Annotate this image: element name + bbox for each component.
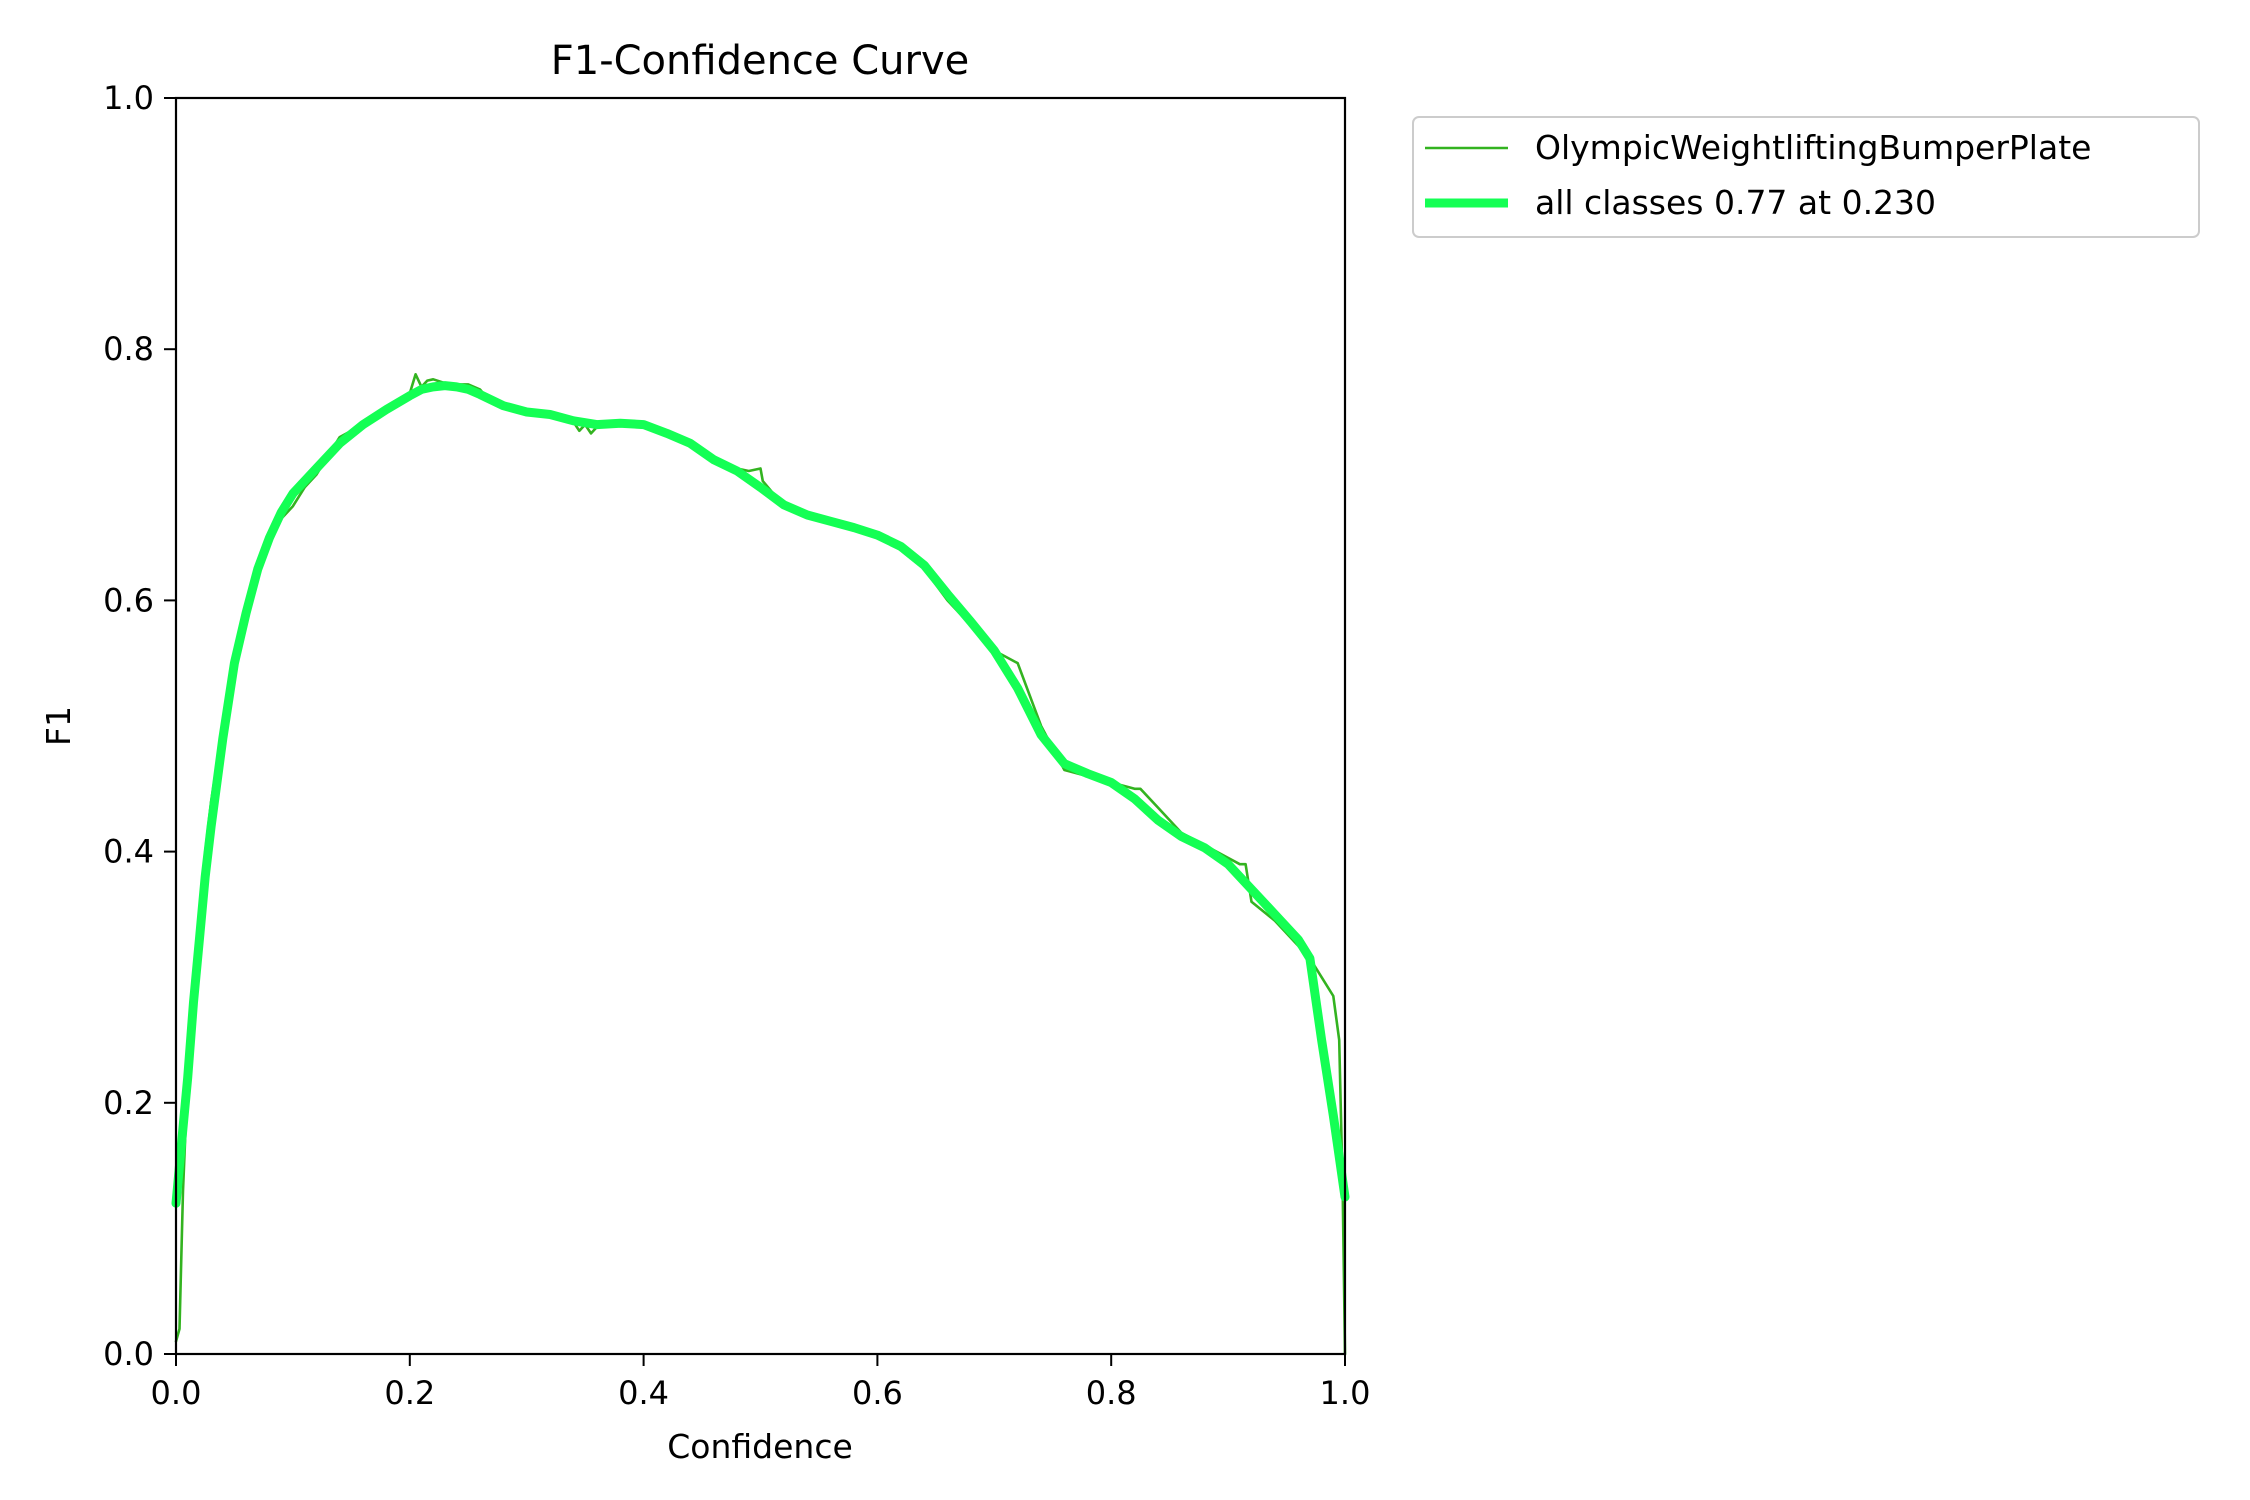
x-tick-label: 0.4 <box>618 1374 669 1412</box>
chart-title: F1-Confidence Curve <box>551 38 970 84</box>
y-tick-label: 0.8 <box>103 330 154 368</box>
plot-frame <box>174 96 1347 1356</box>
y-tick-label: 0.2 <box>103 1084 154 1122</box>
legend-frame <box>1412 116 2200 238</box>
legend-label-olympic: OlympicWeightliftingBumperPlate <box>1535 128 2091 167</box>
x-tick-label: 1.0 <box>1320 1374 1371 1412</box>
series-line-1 <box>171 381 1350 1208</box>
y-axis-title: F1 <box>39 706 78 746</box>
y-tick-label: 0.6 <box>103 581 154 619</box>
series-layer <box>171 372 1350 1356</box>
legend-label-all-classes: all classes 0.77 at 0.230 <box>1535 183 1936 222</box>
x-axis-title: Confidence <box>667 1427 853 1466</box>
x-tick-label: 0.2 <box>384 1374 435 1412</box>
x-tick-label: 0.6 <box>852 1374 903 1412</box>
y-tick-label: 1.0 <box>103 79 154 117</box>
x-tick-label: 0.0 <box>151 1374 202 1412</box>
y-axis-ticks: 0.0 0.2 0.4 0.6 0.8 1.0 <box>103 79 176 1373</box>
x-tick-label: 0.8 <box>1086 1374 1137 1412</box>
legend: OlympicWeightliftingBumperPlate all clas… <box>1412 116 2200 238</box>
y-tick-label: 0.0 <box>103 1335 154 1373</box>
x-axis-ticks: 0.0 0.2 0.4 0.6 0.8 1.0 <box>151 1354 1371 1412</box>
y-tick-label: 0.4 <box>103 833 154 871</box>
